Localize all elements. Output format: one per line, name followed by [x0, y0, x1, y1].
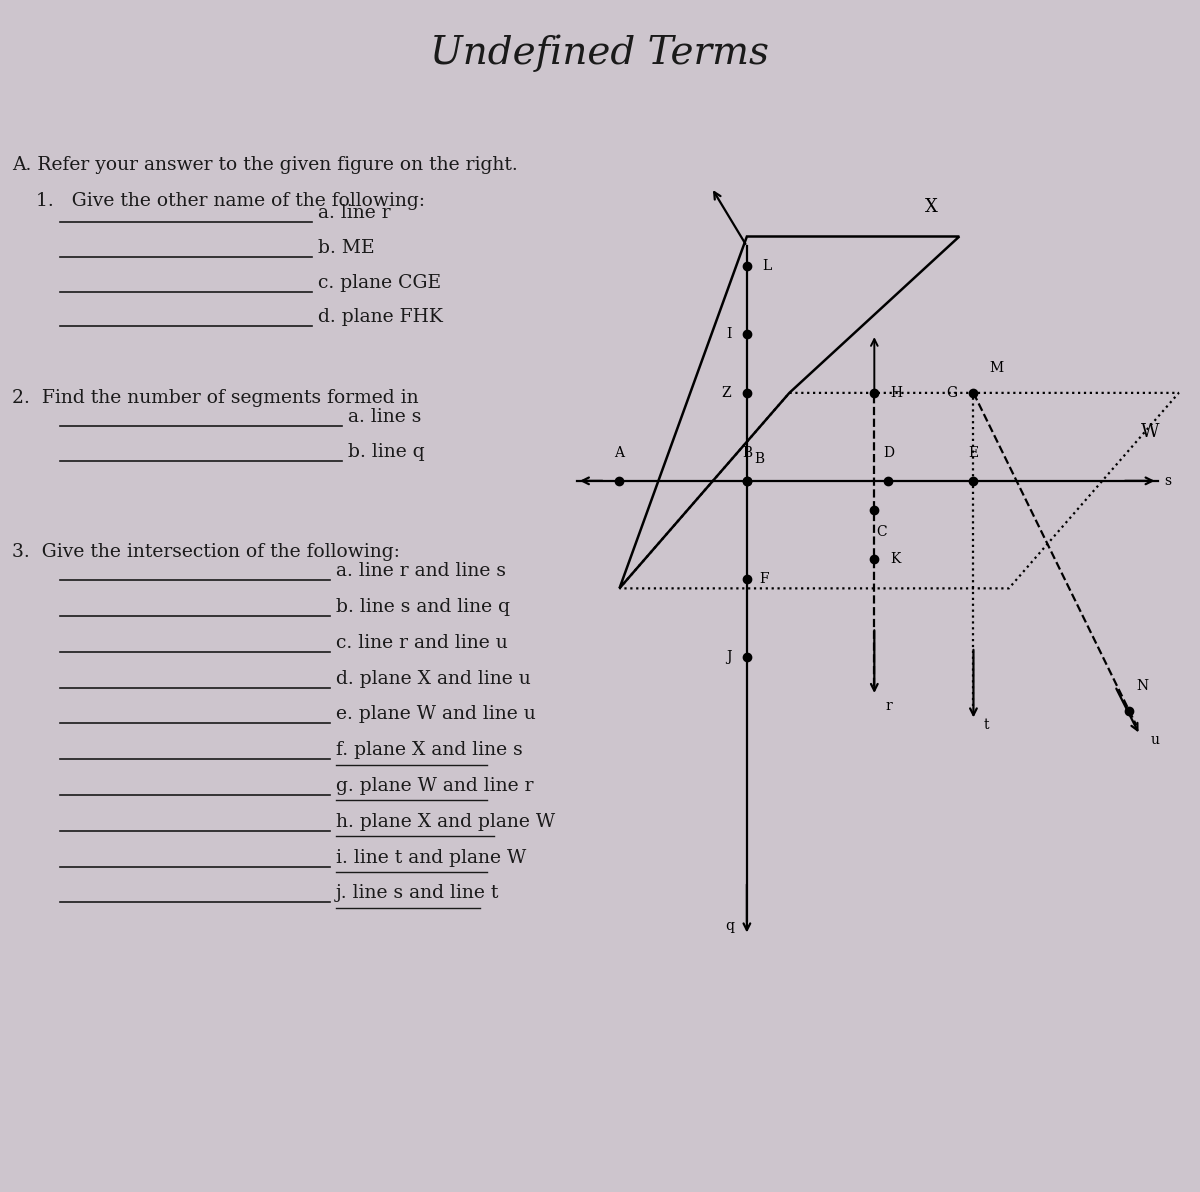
Text: Z: Z: [721, 386, 731, 399]
Text: I: I: [726, 328, 731, 341]
Text: b. ME: b. ME: [318, 238, 374, 257]
Text: a. line s: a. line s: [348, 408, 421, 427]
Text: C: C: [876, 524, 887, 539]
Text: t: t: [984, 719, 990, 732]
Text: 3.  Give the intersection of the following:: 3. Give the intersection of the followin…: [12, 544, 400, 561]
Text: K: K: [890, 552, 900, 566]
Text: L: L: [762, 259, 772, 273]
Text: a. line r and line s: a. line r and line s: [336, 563, 506, 581]
Text: N: N: [1136, 679, 1148, 693]
Text: j. line s and line t: j. line s and line t: [336, 884, 499, 902]
Text: a. line r: a. line r: [318, 204, 391, 222]
Text: Undefined Terms: Undefined Terms: [431, 35, 769, 73]
Text: J: J: [726, 650, 731, 664]
Text: b. line s and line q: b. line s and line q: [336, 598, 510, 616]
Text: X: X: [924, 198, 937, 216]
Text: F: F: [760, 572, 769, 585]
Text: s: s: [1164, 474, 1171, 488]
Text: 1.   Give the other name of the following:: 1. Give the other name of the following:: [36, 192, 425, 210]
Text: c. line r and line u: c. line r and line u: [336, 634, 508, 652]
Text: f. plane X and line s: f. plane X and line s: [336, 741, 523, 759]
Text: i. line t and plane W: i. line t and plane W: [336, 849, 527, 867]
Text: r: r: [884, 699, 892, 713]
Text: q: q: [725, 919, 734, 932]
Text: 2.  Find the number of segments formed in: 2. Find the number of segments formed in: [12, 390, 419, 408]
Text: c. plane CGE: c. plane CGE: [318, 274, 442, 292]
Text: h. plane X and plane W: h. plane X and plane W: [336, 813, 556, 831]
Text: A. Refer your answer to the given figure on the right.: A. Refer your answer to the given figure…: [12, 156, 517, 174]
Text: A: A: [614, 447, 624, 460]
Text: D: D: [883, 447, 894, 460]
Text: d. plane X and line u: d. plane X and line u: [336, 670, 530, 688]
Text: W: W: [1141, 423, 1159, 441]
Text: B: B: [742, 447, 752, 460]
Text: b. line q: b. line q: [348, 443, 425, 461]
Text: d. plane FHK: d. plane FHK: [318, 309, 443, 327]
Text: H: H: [890, 386, 902, 399]
Text: e. plane W and line u: e. plane W and line u: [336, 706, 535, 724]
Text: G: G: [947, 386, 958, 399]
Text: g. plane W and line r: g. plane W and line r: [336, 777, 534, 795]
Text: E: E: [968, 447, 978, 460]
Text: M: M: [989, 361, 1003, 375]
Text: u: u: [1151, 733, 1159, 747]
Text: B: B: [755, 452, 764, 466]
